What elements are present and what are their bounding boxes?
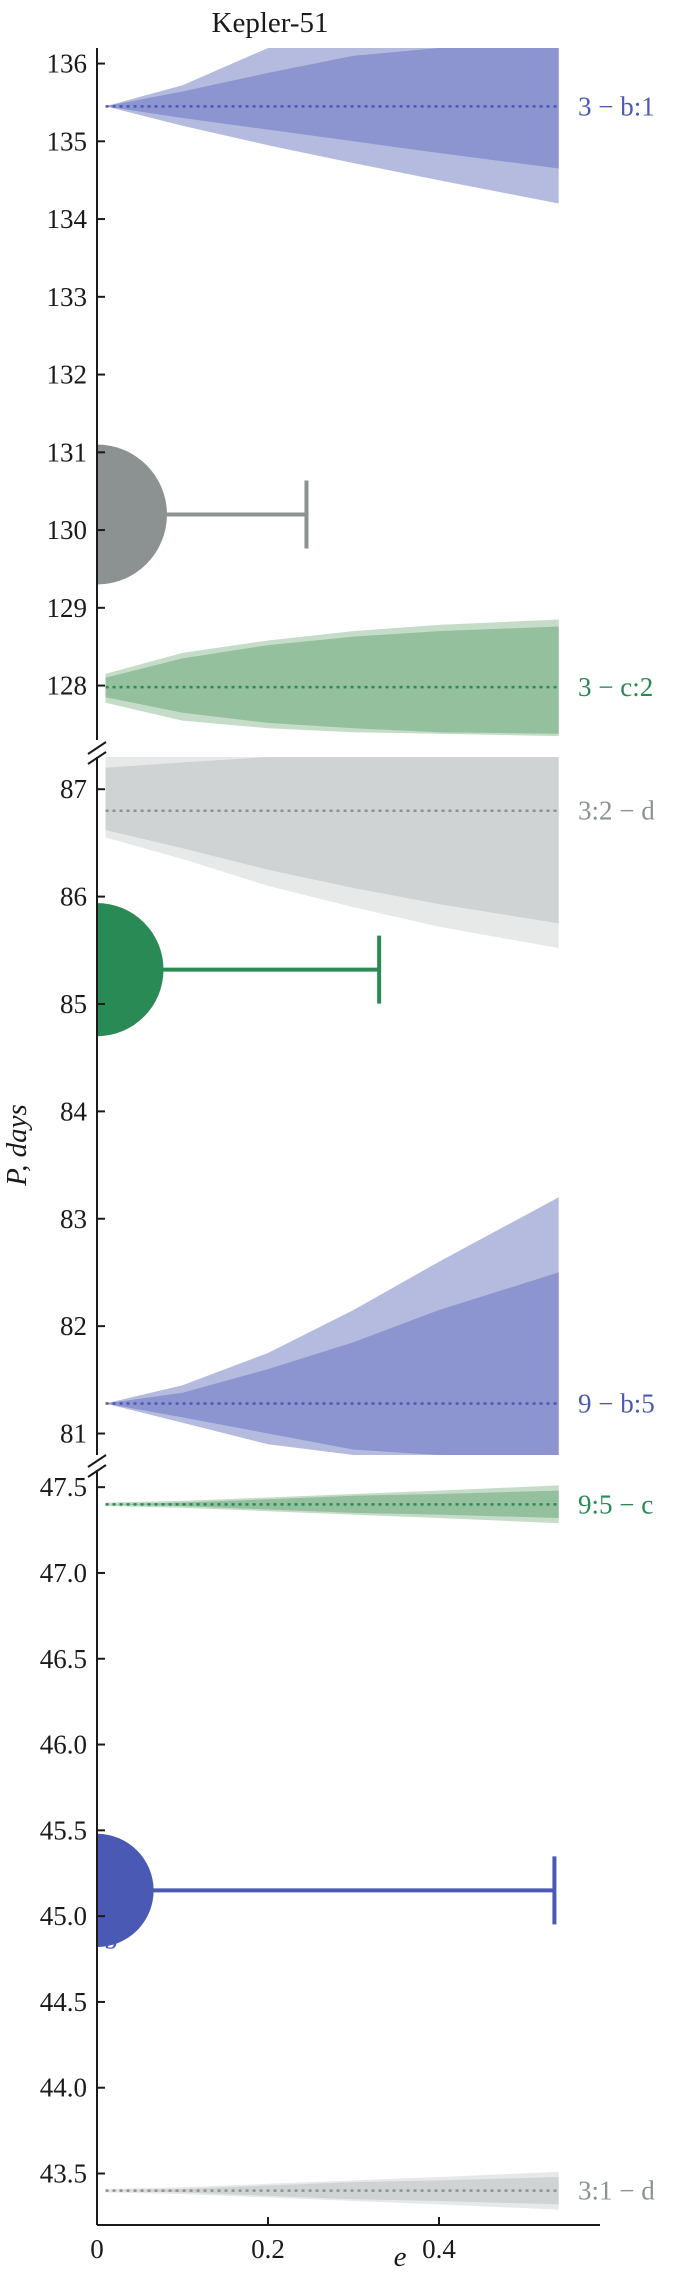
y-tick-label: 83 [60,1204,87,1234]
planet-disc [97,444,167,585]
panel-1: 3 − b:1 3 − c:2 128 129 130 131 132 133 134 135 13… [47,48,655,740]
resonance-band-2-1 [105,757,559,949]
resonance-label: 3:2 − d [578,796,655,826]
y-axis-title: P, days [1,1104,33,1187]
axis-break-mark [87,741,107,755]
x-tick-label: 0.4 [422,2234,456,2264]
y-tick-label: 47.5 [40,1472,87,1502]
chart-title: Kepler-51 [212,7,329,39]
y-tick-label: 136 [47,49,88,79]
planet-disc [97,1833,154,1948]
y-tick-label: 133 [47,282,88,312]
planet-disc [97,903,164,1037]
panel-2: 3:2 − d 9 − b:5 81 82 83 84 85 86 87 [60,741,655,1455]
y-tick-label: 45.0 [40,1901,87,1931]
resonance-band-2-2 [105,1197,559,1455]
y-tick-label: 44.0 [40,2073,87,2103]
x-tick-label: 0.2 [251,2234,285,2264]
resonance-label: 3 − b:1 [578,91,655,121]
resonance-inner-band [105,626,559,734]
x-tick-label: 0 [90,2234,104,2264]
y-tick-label: 86 [60,882,87,912]
y-tick-label: 81 [60,1419,87,1449]
planet-name-label: b [104,1924,118,1954]
x-axis-title: e [394,2241,407,2273]
resonance-label: 3:1 − d [578,2176,655,2206]
resonance-label: 9 − b:5 [578,1388,655,1418]
y-tick-label: 131 [47,437,88,467]
resonance-band-1-2 [105,619,559,737]
y-tick-label: 132 [47,360,88,390]
y-tick-label: 128 [47,671,88,701]
y-tick-label: 43.5 [40,2159,87,2189]
y-tick-label: 82 [60,1311,87,1341]
resonance-band-1-1 [105,48,559,204]
resonance-inner-band [105,48,559,169]
resonance-band-3-1 [105,1485,559,1524]
axis-break-mark [87,751,107,765]
x-axis: 0 0.2 0.4 [90,2217,600,2264]
y-tick-label: 46.0 [40,1730,87,1760]
y-tick-label: 130 [47,515,88,545]
resonance-label: 9:5 − c [578,1489,653,1519]
y-tick-label: 45.5 [40,1815,87,1845]
resonance-label: 3 − c:2 [578,672,653,702]
y-tick-label: 84 [60,1096,88,1126]
resonance-inner-band [105,757,559,924]
planet-c [97,903,382,1037]
y-tick-label: 46.5 [40,1644,87,1674]
resonance-inner-band [105,1272,559,1455]
y-tick-label: 87 [60,774,87,804]
y-tick-label: 85 [60,989,87,1019]
resonance-band-3-2 [105,2171,559,2210]
y-tick-label: 47.0 [40,1558,87,1588]
planet-d [97,444,309,585]
panel-3: 9:5 − c 3:1 − d b 43.5 44.0 44.5 45.0 45.5 46.0 4… [40,1454,655,2225]
planet-b: b [97,1833,557,1954]
axis-break-mark [87,1454,107,1468]
y-tick-label: 44.5 [40,1987,87,2017]
plot-panels: 3 − b:1 3 − c:2 128 129 130 131 132 133 134 135 13… [40,48,655,2225]
axis-break-mark [87,1464,107,1478]
y-tick-label: 129 [47,593,88,623]
y-tick-label: 134 [47,204,88,234]
y-tick-label: 135 [47,126,88,156]
